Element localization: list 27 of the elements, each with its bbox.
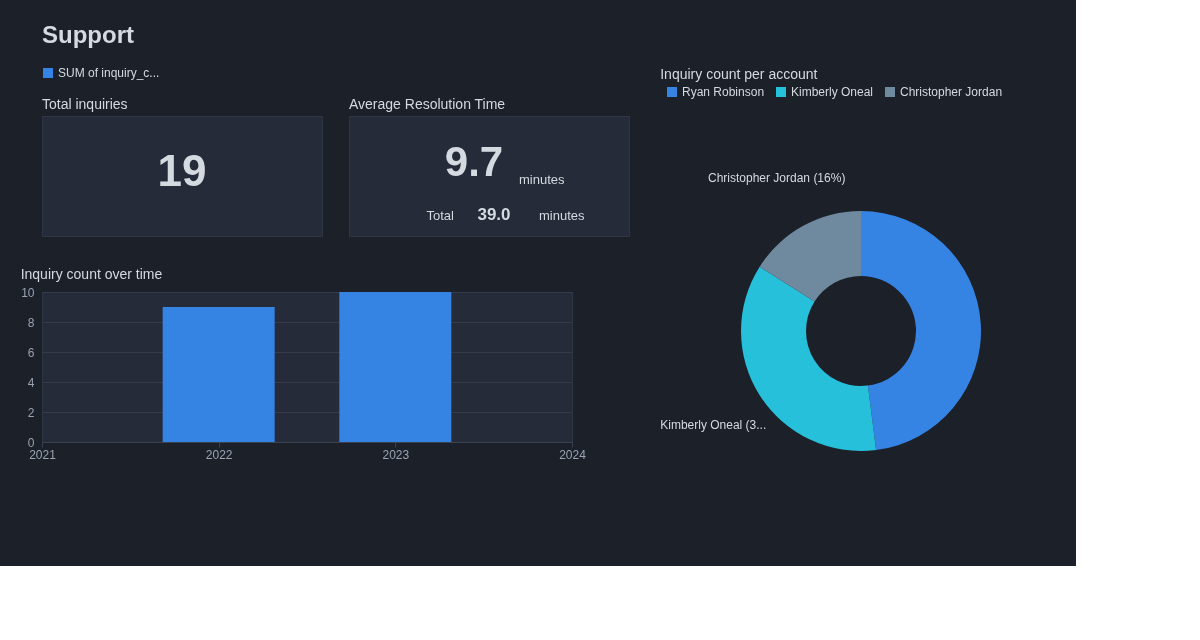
x-tick-label: 2023 (382, 447, 410, 462)
legend-label: SUM of inquiry_c... (58, 66, 160, 80)
data-label: Kimberly Oneal (3... (660, 417, 767, 432)
text: 19 (157, 146, 207, 195)
text: minutes (539, 208, 586, 223)
y-tick-label: 6 (27, 345, 35, 360)
y-tick-label: 4 (27, 375, 35, 390)
chart-title: Inquiry count over time (20, 266, 163, 282)
x-tick-label: 2021 (29, 447, 57, 462)
y-tick-label: 0 (27, 435, 35, 450)
text: minutes (519, 172, 566, 187)
text: Support (42, 21, 134, 48)
data-label: Christopher Jordan (16%) (707, 170, 846, 185)
text: 39.0 (477, 205, 511, 224)
chart-title: Inquiry count per account (660, 66, 818, 82)
x-tick-label: 2022 (205, 447, 233, 462)
y-tick-label: 8 (27, 315, 35, 330)
legend-label: Ryan Robinson (682, 85, 765, 99)
text: Average Resolution Time (349, 96, 506, 112)
text: Total (426, 208, 455, 223)
x-tick-label: 2024 (559, 447, 587, 462)
text: Total inquiries (42, 96, 128, 112)
y-tick-label: 10 (21, 285, 35, 300)
y-tick-label: 2 (27, 405, 35, 420)
text: 9.7 (444, 138, 504, 185)
legend-label: Kimberly Oneal (791, 85, 874, 99)
legend-label: Christopher Jordan (900, 85, 1003, 99)
